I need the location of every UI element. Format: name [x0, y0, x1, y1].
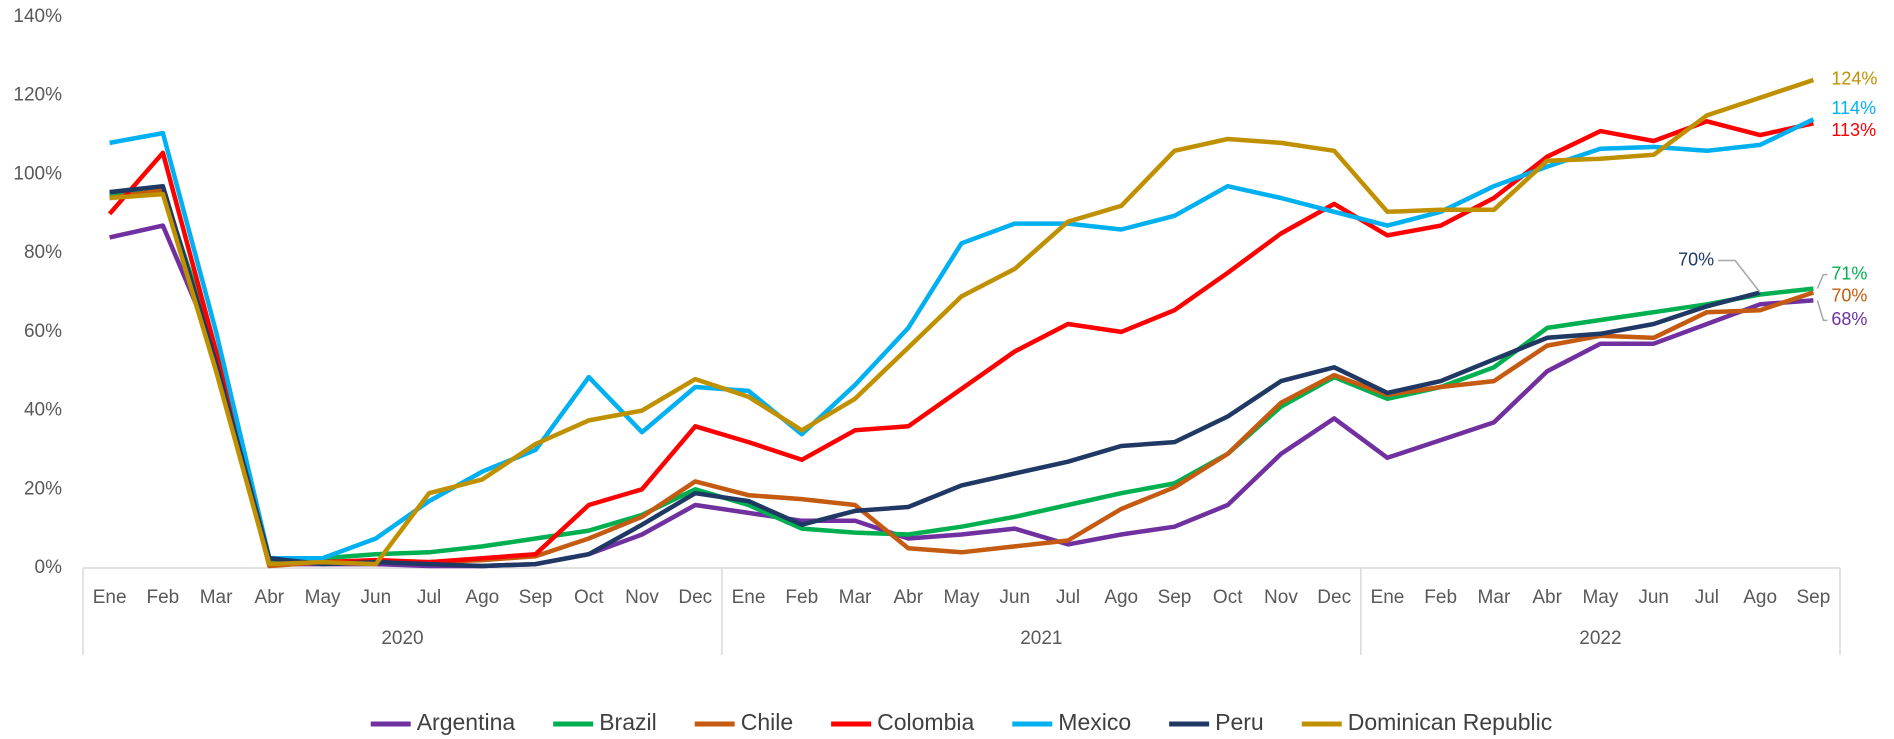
y-tick-label: 140% [13, 6, 62, 27]
x-tick-label: Dec [678, 587, 712, 608]
x-tick-label: Mar [200, 587, 233, 608]
x-tick-label: Oct [574, 587, 604, 608]
x-tick-label: Ago [1743, 587, 1777, 608]
y-tick-label: 60% [24, 321, 62, 342]
x-tick-label: Ago [1104, 587, 1138, 608]
series-line [109, 187, 1814, 563]
end-label: 114% [1831, 98, 1876, 118]
y-tick-label: 80% [24, 242, 62, 263]
x-tick-label: Jul [1695, 587, 1719, 608]
end-label: 68% [1831, 309, 1867, 329]
x-tick-label: Nov [1264, 587, 1298, 608]
x-tick-label: May [944, 587, 980, 608]
x-tick-label: Jun [999, 587, 1030, 608]
y-tick-label: 100% [13, 163, 62, 184]
x-tick-label: Feb [1424, 587, 1457, 608]
legend-label: Argentina [417, 709, 516, 735]
x-tick-label: Ene [732, 587, 766, 608]
x-tick-label: Ago [465, 587, 499, 608]
x-tick-label: Feb [785, 587, 818, 608]
x-tick-label: May [1582, 587, 1618, 608]
x-tick-label: Sep [1796, 587, 1830, 608]
legend-label: Brazil [599, 709, 657, 735]
y-tick-label: 40% [24, 400, 62, 421]
x-tick-label: Jul [1056, 587, 1080, 608]
x-group-label: 2022 [1579, 628, 1621, 649]
leader-line [1816, 300, 1828, 322]
y-tick-label: 0% [35, 557, 63, 578]
series-line [109, 183, 1761, 569]
x-tick-label: Abr [255, 587, 285, 608]
y-tick-label: 120% [13, 85, 62, 106]
x-tick-label: May [305, 587, 341, 608]
x-group-label: 2021 [1020, 628, 1062, 649]
series-line [109, 117, 1815, 561]
x-tick-label: Mar [1478, 587, 1511, 608]
y-tick-label: 20% [24, 478, 62, 499]
x-group-label: 2020 [381, 628, 423, 649]
leader-line [1816, 273, 1828, 289]
x-tick-label: Jun [361, 587, 392, 608]
x-tick-label: Ene [1371, 587, 1405, 608]
leader-line [1718, 259, 1761, 293]
x-tick-label: Oct [1213, 587, 1243, 608]
end-label: 70% [1678, 249, 1714, 269]
x-tick-label: Mar [839, 587, 872, 608]
legend-label: Chile [741, 709, 793, 735]
end-label: 71% [1831, 263, 1867, 283]
legend-label: Colombia [877, 709, 974, 735]
x-tick-label: Nov [625, 587, 659, 608]
x-tick-label: Jun [1638, 587, 1669, 608]
x-tick-label: Feb [146, 587, 179, 608]
legend-label: Mexico [1058, 709, 1131, 735]
legend-label: Dominican Republic [1348, 709, 1553, 735]
x-tick-label: Jul [417, 587, 441, 608]
legend-label: Peru [1215, 709, 1264, 735]
x-tick-label: Sep [1158, 587, 1192, 608]
x-tick-label: Abr [893, 587, 923, 608]
legend: Argentina Brazil Chile Colombia Mexico Peru Do… [370, 709, 1553, 735]
x-tick-label: Dec [1317, 587, 1351, 608]
series-line [109, 223, 1814, 569]
series-line [109, 77, 1815, 567]
x-tick-label: Sep [519, 587, 553, 608]
end-label: 113% [1831, 120, 1876, 140]
end-label: 70% [1831, 285, 1867, 305]
end-label: 124% [1831, 69, 1877, 89]
x-tick-label: Ene [93, 587, 127, 608]
x-tick-label: Abr [1532, 587, 1562, 608]
